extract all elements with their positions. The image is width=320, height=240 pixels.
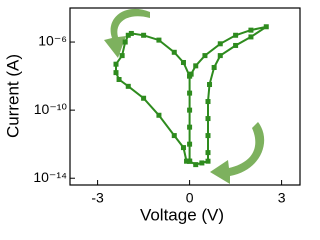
point (113, 70, 119, 76)
y-tick-label: 10⁻¹⁴ (33, 169, 67, 185)
point (199, 160, 205, 166)
decor-arrows (104, 8, 265, 184)
point (205, 133, 211, 139)
x-axis-label: Voltage (V) (140, 205, 224, 224)
point (141, 95, 147, 101)
plot-frame (69, 7, 301, 186)
point (211, 64, 217, 70)
point (248, 34, 254, 40)
point (205, 158, 211, 164)
point (156, 112, 162, 118)
point (171, 133, 177, 139)
y-tick-label: 10⁻¹⁰ (34, 101, 68, 117)
point (125, 32, 131, 38)
point (187, 73, 193, 79)
x-tick-label: -3 (91, 190, 104, 206)
point (193, 162, 199, 168)
point (125, 83, 131, 89)
point (156, 37, 162, 43)
point (128, 30, 134, 36)
point (180, 145, 186, 151)
point (119, 53, 125, 59)
point (187, 158, 193, 164)
point (187, 107, 193, 113)
point (217, 41, 223, 47)
y-axis-label: Current (A) (3, 54, 22, 138)
point (141, 32, 147, 38)
point (187, 141, 193, 147)
point (184, 158, 190, 164)
point (116, 77, 122, 83)
point (187, 90, 193, 96)
point (233, 42, 239, 48)
point (205, 99, 211, 105)
y-tick-label: 10⁻⁶ (38, 33, 67, 49)
point (202, 53, 208, 59)
point (180, 59, 186, 65)
point (217, 53, 223, 59)
point (248, 27, 254, 33)
point (122, 39, 128, 45)
point (187, 124, 193, 130)
point (205, 150, 211, 156)
point (193, 63, 199, 69)
point (263, 24, 269, 30)
point (113, 61, 119, 67)
x-tick-label: 3 (278, 190, 286, 206)
point (205, 116, 211, 122)
arrow (210, 122, 265, 184)
x-tick-label: 0 (186, 190, 194, 206)
arrow (104, 8, 150, 58)
chart: Voltage (V) Current (A) -3 0 3 10⁻⁶ 10⁻¹⁰ 10⁻… (3, 7, 301, 224)
point (171, 49, 177, 55)
point (233, 32, 239, 38)
point (207, 82, 213, 88)
